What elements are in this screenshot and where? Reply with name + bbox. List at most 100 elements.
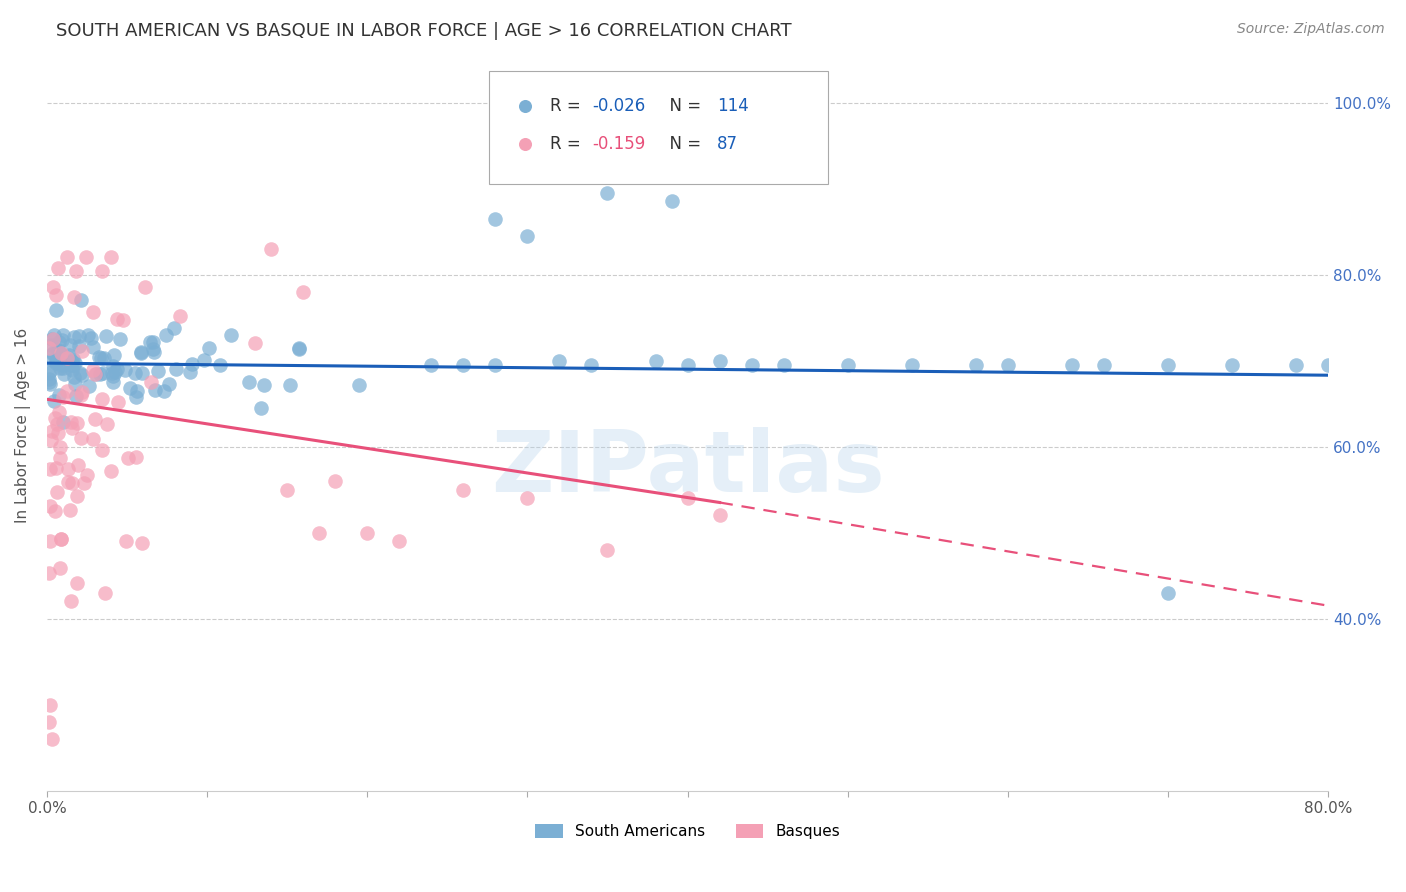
Point [142, 344, 165, 359]
Point [388, 534, 411, 549]
Point [65, 264, 87, 278]
Point [260, 242, 283, 256]
Point [80, 330, 103, 344]
Point [83, 411, 105, 425]
Point [44, 411, 66, 425]
Point [51, 532, 73, 546]
Point [131, 536, 153, 550]
Point [516, 491, 538, 506]
Point [65, 376, 87, 391]
Point [709, 508, 731, 523]
Point [75, 251, 97, 265]
Point [644, 353, 666, 368]
Point [198, 341, 221, 355]
Point [117, 451, 139, 466]
Point [45, 356, 67, 370]
Point [76, 328, 98, 343]
Point [67, 339, 90, 353]
Point [72, 368, 94, 383]
Point [219, 328, 242, 343]
Point [52, 390, 75, 404]
Point [208, 358, 231, 372]
Point [349, 377, 371, 392]
Point [63, 330, 86, 344]
Point [65, 389, 87, 403]
Point [46, 417, 69, 432]
Point [548, 353, 571, 368]
Point [356, 525, 378, 540]
Point [125, 384, 148, 398]
Point [41, 424, 63, 438]
Point [155, 327, 177, 342]
Point [253, 377, 276, 392]
Point [453, 358, 475, 372]
Text: -0.026: -0.026 [593, 96, 645, 115]
Point [157, 376, 180, 391]
Point [49, 440, 72, 454]
Point [581, 358, 603, 372]
Point [287, 342, 309, 356]
Point [276, 483, 298, 497]
Point [676, 358, 699, 372]
Point [152, 384, 174, 399]
Point [1220, 358, 1243, 372]
Text: ZIPatlas: ZIPatlas [491, 427, 884, 510]
Legend: South Americans, Basques: South Americans, Basques [529, 818, 846, 845]
Point [134, 280, 156, 294]
Point [45, 288, 67, 302]
Point [323, 474, 346, 488]
Point [38, 462, 60, 476]
Point [60, 416, 83, 430]
Point [484, 211, 506, 226]
Point [39, 698, 62, 712]
Point [60, 421, 83, 435]
Point [118, 381, 141, 395]
Point [115, 533, 138, 548]
Point [63, 370, 86, 384]
Point [41, 346, 63, 360]
Point [45, 460, 67, 475]
Point [46, 485, 69, 500]
Point [38, 366, 60, 380]
Point [52, 361, 75, 376]
Point [1157, 586, 1180, 600]
Point [46, 343, 69, 358]
Point [142, 342, 165, 356]
Text: N =: N = [659, 96, 707, 115]
Point [44, 504, 66, 518]
Point [65, 356, 87, 370]
Point [93, 351, 115, 365]
Text: R =: R = [551, 135, 586, 153]
Point [69, 293, 91, 308]
Point [70, 387, 93, 401]
Point [676, 491, 699, 506]
Point [82, 363, 104, 377]
Point [1092, 358, 1115, 372]
Point [288, 342, 311, 356]
Point [179, 365, 201, 379]
Point [100, 367, 122, 381]
Point [129, 344, 152, 359]
Point [82, 432, 104, 446]
Point [53, 367, 76, 381]
Text: SOUTH AMERICAN VS BASQUE IN LABOR FORCE | AGE > 16 CORRELATION CHART: SOUTH AMERICAN VS BASQUE IN LABOR FORCE … [56, 22, 792, 40]
Point [41, 731, 63, 746]
Point [772, 358, 794, 372]
Point [169, 309, 191, 323]
Point [193, 353, 215, 368]
Point [453, 483, 475, 497]
Point [96, 417, 118, 432]
Point [596, 186, 619, 200]
Point [633, 194, 655, 209]
Point [46, 343, 69, 358]
Point [516, 228, 538, 243]
Point [49, 346, 72, 360]
Point [60, 475, 83, 490]
FancyBboxPatch shape [489, 70, 828, 184]
Point [56, 351, 79, 365]
Point [66, 489, 89, 503]
Point [142, 335, 165, 350]
Point [56, 475, 79, 490]
Point [59, 502, 82, 516]
Point [56, 462, 79, 476]
